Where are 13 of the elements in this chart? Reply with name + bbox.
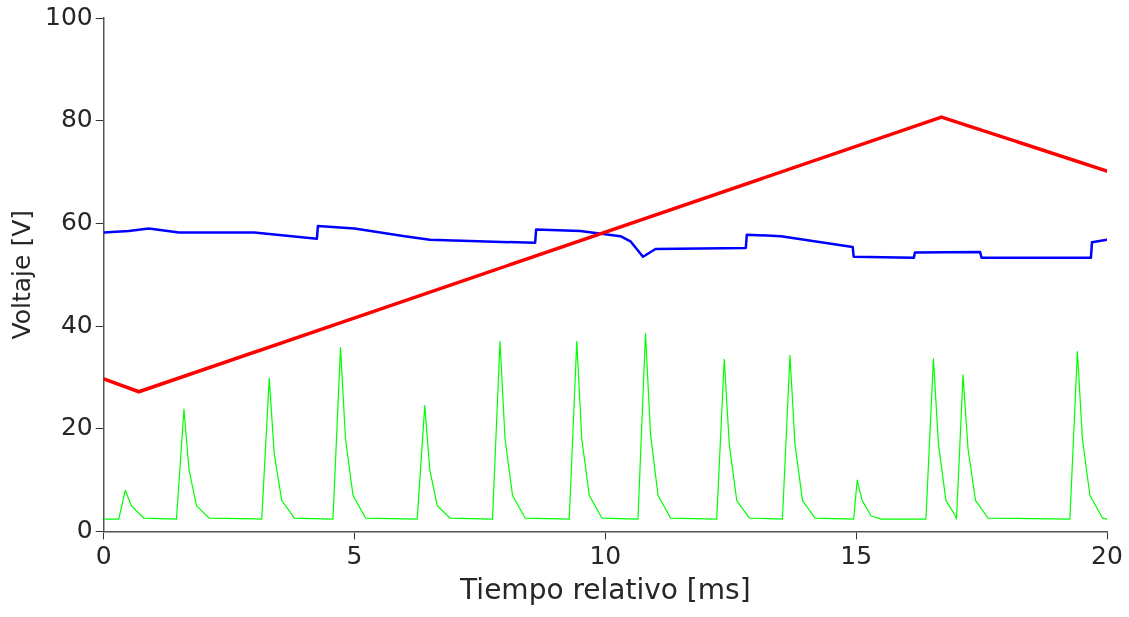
y-tick-label: 20 [60,412,93,442]
y-axis-title: Voltaje [V] [6,209,36,340]
x-tick-label: 5 [346,540,363,570]
y-tick-label: 0 [76,514,93,544]
x-tick-label: 15 [840,540,873,570]
y-tick-label: 40 [60,309,93,339]
x-axis-title: Tiempo relativo [ms] [459,573,751,607]
y-tick-label: 80 [60,104,93,134]
x-tick-label: 0 [95,540,112,570]
x-tick-label: 10 [589,540,622,570]
y-tick-label: 100 [45,1,93,31]
y-tick-label: 60 [60,206,93,236]
x-tick-label: 20 [1091,540,1123,570]
